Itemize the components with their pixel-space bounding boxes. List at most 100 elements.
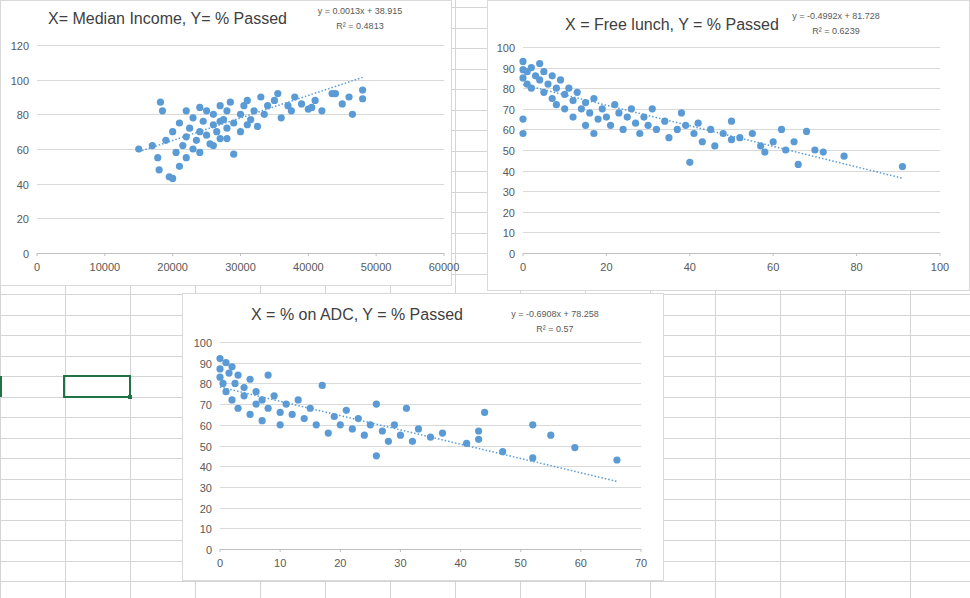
point[interactable] <box>227 99 234 106</box>
point[interactable] <box>189 114 196 121</box>
point[interactable] <box>553 85 560 92</box>
point[interactable] <box>661 118 668 125</box>
point[interactable] <box>154 154 161 161</box>
point[interactable] <box>264 102 271 109</box>
point[interactable] <box>313 421 320 428</box>
point[interactable] <box>331 413 338 420</box>
point[interactable] <box>257 93 264 100</box>
point[interactable] <box>157 99 164 106</box>
point[interactable] <box>439 429 446 436</box>
point[interactable] <box>840 153 847 160</box>
point[interactable] <box>603 113 610 120</box>
point[interactable] <box>295 396 302 403</box>
point[interactable] <box>265 405 272 412</box>
point[interactable] <box>271 392 278 399</box>
trendline[interactable] <box>220 387 617 481</box>
point[interactable] <box>222 388 229 395</box>
point[interactable] <box>343 407 350 414</box>
point[interactable] <box>553 101 560 108</box>
point[interactable] <box>569 113 576 120</box>
point[interactable] <box>219 380 226 387</box>
point[interactable] <box>210 142 217 149</box>
point[interactable] <box>252 388 259 395</box>
point[interactable] <box>217 135 224 142</box>
point[interactable] <box>274 90 281 97</box>
point[interactable] <box>216 355 223 362</box>
point[interactable] <box>678 109 685 116</box>
point[interactable] <box>225 369 232 376</box>
trendline[interactable] <box>139 77 363 151</box>
point[interactable] <box>373 401 380 408</box>
point[interactable] <box>599 105 606 112</box>
point[interactable] <box>244 97 251 104</box>
point[interactable] <box>682 122 689 129</box>
point[interactable] <box>172 149 179 156</box>
point[interactable] <box>252 401 259 408</box>
point[interactable] <box>795 161 802 168</box>
point[interactable] <box>339 100 346 107</box>
point[interactable] <box>312 97 319 104</box>
point[interactable] <box>244 121 251 128</box>
point[interactable] <box>216 365 223 372</box>
point[interactable] <box>183 107 190 114</box>
point[interactable] <box>569 97 576 104</box>
point[interactable] <box>695 120 702 127</box>
point[interactable] <box>519 116 526 123</box>
point[interactable] <box>349 425 356 432</box>
chart-area[interactable] <box>488 1 970 291</box>
point[interactable] <box>561 105 568 112</box>
point[interactable] <box>549 72 556 79</box>
point[interactable] <box>223 125 230 132</box>
point[interactable] <box>665 134 672 141</box>
point[interactable] <box>403 405 410 412</box>
point[interactable] <box>159 107 166 114</box>
fill-handle[interactable] <box>128 395 132 399</box>
point[interactable] <box>711 142 718 149</box>
point[interactable] <box>619 126 626 133</box>
point[interactable] <box>359 86 366 93</box>
point[interactable] <box>790 138 797 145</box>
point[interactable] <box>345 93 352 100</box>
point[interactable] <box>475 427 482 434</box>
point[interactable] <box>653 126 660 133</box>
point[interactable] <box>778 126 785 133</box>
point[interactable] <box>415 425 422 432</box>
point[interactable] <box>519 74 526 81</box>
point[interactable] <box>519 58 526 65</box>
point[interactable] <box>231 380 238 387</box>
point[interactable] <box>803 128 810 135</box>
point[interactable] <box>234 405 241 412</box>
point[interactable] <box>811 146 818 153</box>
point[interactable] <box>210 111 217 118</box>
point[interactable] <box>307 405 314 412</box>
point[interactable] <box>169 128 176 135</box>
point[interactable] <box>574 89 581 96</box>
point[interactable] <box>475 436 482 443</box>
point[interactable] <box>547 432 554 439</box>
point[interactable] <box>686 159 693 166</box>
point[interactable] <box>193 137 200 144</box>
point[interactable] <box>223 107 230 114</box>
point[interactable] <box>578 105 585 112</box>
point[interactable] <box>277 409 284 416</box>
point[interactable] <box>707 126 714 133</box>
point[interactable] <box>237 128 244 135</box>
point[interactable] <box>203 132 210 139</box>
point[interactable] <box>277 421 284 428</box>
point[interactable] <box>216 374 223 381</box>
point[interactable] <box>645 122 652 129</box>
point[interactable] <box>607 122 614 129</box>
point[interactable] <box>349 111 356 118</box>
point[interactable] <box>540 68 547 75</box>
point[interactable] <box>179 142 186 149</box>
point[interactable] <box>169 175 176 182</box>
point[interactable] <box>189 145 196 152</box>
point[interactable] <box>549 95 556 102</box>
point[interactable] <box>176 163 183 170</box>
point[interactable] <box>183 154 190 161</box>
point[interactable] <box>613 456 620 463</box>
point[interactable] <box>536 76 543 83</box>
point[interactable] <box>590 130 597 137</box>
point[interactable] <box>361 432 368 439</box>
point[interactable] <box>337 421 344 428</box>
